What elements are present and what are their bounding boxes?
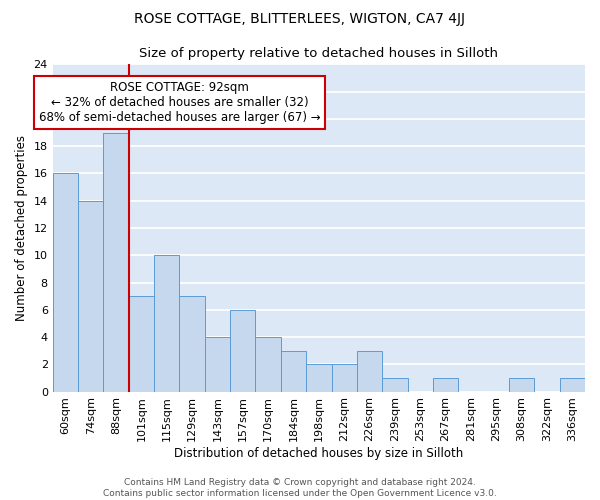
Bar [560, 378, 585, 392]
Bar [382, 378, 407, 392]
Bar [433, 378, 458, 392]
Bar [103, 132, 129, 392]
Y-axis label: Number of detached properties: Number of detached properties [15, 135, 28, 321]
X-axis label: Distribution of detached houses by size in Silloth: Distribution of detached houses by size … [174, 447, 463, 460]
Bar [306, 364, 332, 392]
Bar [129, 296, 154, 392]
Text: ROSE COTTAGE: 92sqm
← 32% of detached houses are smaller (32)
68% of semi-detach: ROSE COTTAGE: 92sqm ← 32% of detached ho… [38, 81, 320, 124]
Bar [78, 201, 103, 392]
Bar [205, 337, 230, 392]
Bar [256, 337, 281, 392]
Bar [230, 310, 256, 392]
Text: ROSE COTTAGE, BLITTERLEES, WIGTON, CA7 4JJ: ROSE COTTAGE, BLITTERLEES, WIGTON, CA7 4… [134, 12, 466, 26]
Bar [154, 256, 179, 392]
Bar [281, 350, 306, 392]
Title: Size of property relative to detached houses in Silloth: Size of property relative to detached ho… [139, 48, 499, 60]
Text: Contains HM Land Registry data © Crown copyright and database right 2024.
Contai: Contains HM Land Registry data © Crown c… [103, 478, 497, 498]
Bar [179, 296, 205, 392]
Bar [53, 174, 78, 392]
Bar [357, 350, 382, 392]
Bar [332, 364, 357, 392]
Bar [509, 378, 535, 392]
